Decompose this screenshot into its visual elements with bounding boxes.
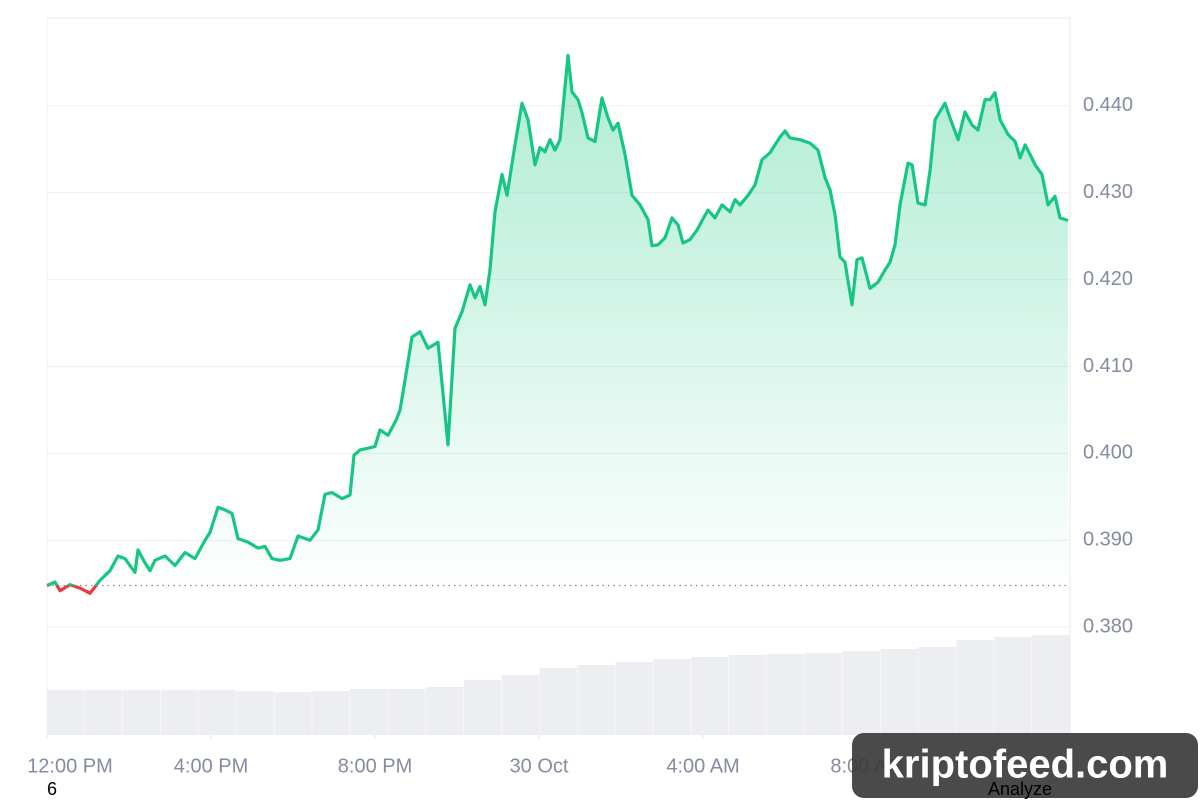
volume-bar [729,655,767,735]
volume-bar [501,675,540,735]
watermark: kriptofeed.com [882,743,1169,787]
volume-bar [842,651,881,735]
y-tick-label: 0.430 [1083,181,1133,203]
volume-bar [47,690,85,735]
y-tick-label: 0.400 [1083,442,1133,464]
y-tick-label: 0.440 [1083,94,1133,116]
volume-bar [160,690,199,735]
analyze-button[interactable]: Analyze [988,779,1052,799]
volume-bar [956,640,994,735]
x-tick-label: 8:00 PM [338,755,412,777]
volume-bar [766,654,805,735]
volume-bar [653,659,691,735]
y-tick-label: 0.410 [1083,355,1133,377]
volume-bar [994,637,1032,735]
volume-bar [463,680,502,735]
volume-bar [691,657,729,735]
price-area [47,55,1068,594]
volume-bar [918,647,956,735]
y-tick-label: 0.420 [1083,268,1133,290]
volume-bar [804,653,843,735]
x-tick-label: 30 Oct [510,755,569,777]
volume-bar [539,668,577,735]
volume-bar [312,691,350,735]
x-tick-label: 12:00 PM [27,755,113,777]
volume-bar [236,691,274,735]
volume-bar [274,692,312,735]
corner-text: 6 [47,779,57,799]
volume-bar [615,662,653,735]
volume-bar [1032,635,1070,735]
volume-bar [198,690,236,735]
volume-bar [122,690,161,735]
watermark-box [852,733,1198,798]
volume-bar [388,689,426,735]
volume-bar [880,649,918,735]
x-tick-label: 4:00 AM [666,755,739,777]
y-tick-label: 0.380 [1083,616,1133,638]
volume-bar [577,665,615,735]
x-tick-label: 4:00 PM [174,755,248,777]
price-line [46,53,1069,595]
volume-bar [350,689,388,735]
volume-bar [425,687,464,735]
volume-bar [84,690,123,735]
y-tick-label: 0.390 [1083,529,1133,551]
